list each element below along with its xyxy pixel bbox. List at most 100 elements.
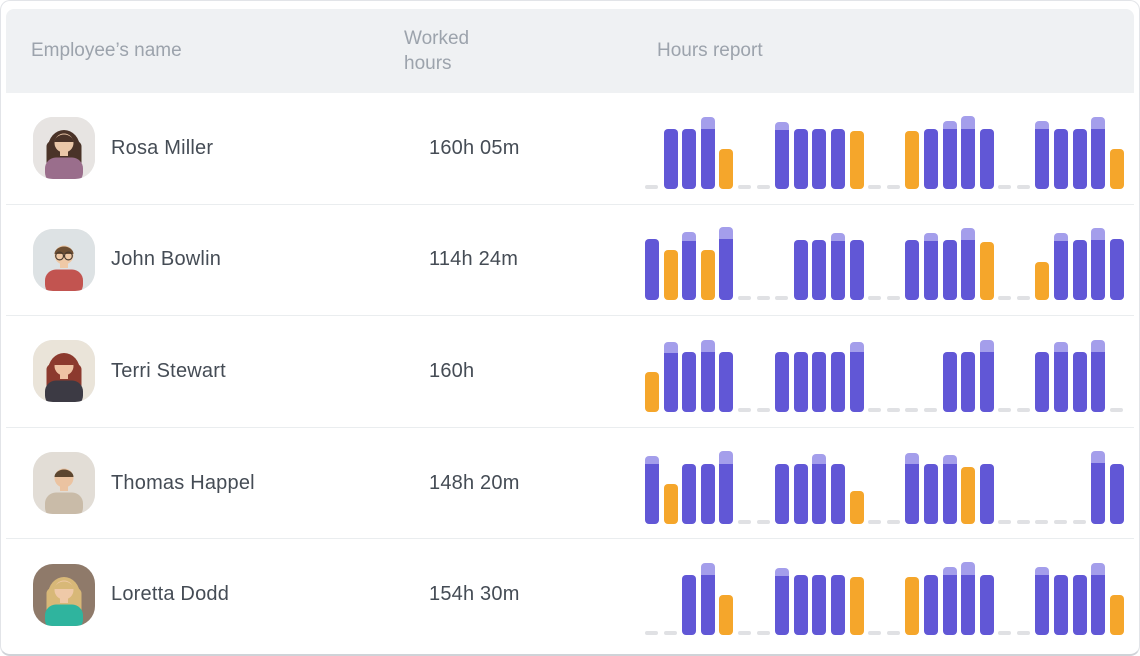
employee-avatar (33, 452, 95, 515)
overtime-cap (775, 568, 790, 577)
column-header-worked-hours-label: Worked hours (404, 27, 470, 74)
regular-hours-bar (793, 351, 808, 412)
regular-hours-bar (812, 128, 827, 189)
off-day-dash (737, 407, 751, 412)
hours-report-cell (644, 219, 1134, 301)
table-row[interactable]: Terri Stewart 160h (6, 315, 1134, 427)
off-day-dash (663, 631, 677, 636)
employee-avatar (33, 340, 95, 403)
regular-hours-bar (793, 575, 808, 636)
regular-hours-bar (775, 351, 790, 412)
regular-hours-bar (961, 228, 976, 301)
regular-hours-bar (682, 128, 697, 189)
off-day-dash (775, 296, 789, 301)
off-day-dash (1016, 407, 1030, 412)
column-header-hours-report-label: Hours report (657, 40, 763, 62)
regular-hours-bar (700, 116, 715, 189)
regular-hours-bar (812, 453, 827, 524)
table-row[interactable]: John Bowlin 114h 24m (6, 203, 1134, 316)
overtime-cap (1091, 563, 1106, 576)
off-day-dash (737, 296, 751, 301)
hours-report-chart (645, 339, 1134, 412)
regular-hours-bar (1054, 233, 1069, 301)
employee-avatar (33, 563, 95, 626)
hours-report-cell (644, 108, 1134, 189)
regular-hours-bar (979, 575, 994, 636)
employee-name-cell: Loretta Dodd (33, 563, 429, 626)
overtime-cap (719, 450, 734, 464)
regular-hours-bar (1072, 575, 1087, 636)
off-day-dash (1035, 519, 1049, 524)
regular-hours-bar (775, 121, 790, 189)
off-day-dash (923, 407, 937, 412)
off-day-dash (1016, 296, 1030, 301)
hours-report-chart (645, 450, 1134, 524)
regular-hours-bar (682, 463, 697, 524)
regular-hours-bar (663, 341, 678, 412)
regular-hours-bar (961, 351, 976, 412)
off-day-dash (886, 407, 900, 412)
regular-hours-bar (1054, 128, 1069, 189)
regular-hours-bar (830, 463, 845, 524)
off-day-dash (1016, 631, 1030, 636)
regular-hours-bar (923, 463, 938, 524)
regular-hours-bar (1091, 116, 1106, 189)
overtime-cap (849, 341, 864, 352)
overtime-cap (942, 120, 957, 129)
overtime-cap (1035, 567, 1050, 576)
regular-hours-bar (942, 567, 957, 636)
off-day-dash (886, 296, 900, 301)
column-header-employee-name-label: Employee’s name (31, 40, 182, 62)
regular-hours-bar (961, 115, 976, 189)
regular-hours-bar (1072, 240, 1087, 301)
off-day-dash (905, 407, 919, 412)
off-day-dash (868, 407, 882, 412)
off-day-dash (998, 184, 1012, 189)
worked-hours-value: 154h 30m (429, 583, 520, 606)
regular-hours-bar (1054, 575, 1069, 636)
regular-hours-bar (830, 233, 845, 301)
hours-report-cell (644, 443, 1134, 524)
table-header-row: Employee’s name Worked hours Hours repor… (6, 9, 1134, 93)
regular-hours-bar (849, 341, 864, 412)
irregular-hours-bar (700, 250, 715, 301)
off-day-dash (868, 519, 882, 524)
regular-hours-bar (682, 575, 697, 636)
off-day-dash (645, 631, 658, 636)
column-header-hours-report: Hours report (619, 38, 1134, 63)
employee-name-cell: Rosa Miller (33, 117, 429, 180)
table-row[interactable]: Rosa Miller 160h 05m (6, 93, 1134, 204)
off-day-dash (998, 407, 1012, 412)
off-day-dash (886, 184, 900, 189)
overtime-cap (700, 116, 715, 129)
regular-hours-bar (942, 454, 957, 524)
table-body: Rosa Miller 160h 05m John Bowlin 114h 24… (6, 93, 1134, 650)
overtime-cap (812, 453, 827, 464)
hours-report-chart (645, 562, 1134, 636)
off-day-dash (868, 296, 882, 301)
irregular-hours-bar (719, 595, 734, 636)
off-day-dash (1109, 407, 1123, 412)
table-row[interactable]: Thomas Happel 148h 20m (6, 426, 1134, 539)
overtime-cap (1091, 116, 1106, 129)
overtime-cap (961, 562, 976, 576)
regular-hours-bar (1035, 351, 1050, 412)
overtime-cap (961, 115, 976, 129)
off-day-dash (756, 296, 770, 301)
off-day-dash (737, 519, 751, 524)
worked-hours-value: 160h 05m (429, 136, 520, 159)
regular-hours-bar (942, 240, 957, 301)
off-day-dash (737, 184, 751, 189)
regular-hours-bar (942, 120, 957, 189)
regular-hours-bar (1035, 120, 1050, 189)
overtime-cap (1054, 341, 1069, 352)
overtime-cap (830, 233, 845, 242)
regular-hours-bar (719, 450, 734, 524)
regular-hours-bar (979, 128, 994, 189)
regular-hours-bar (849, 240, 864, 301)
regular-hours-bar (1091, 450, 1106, 524)
table-row[interactable]: Loretta Dodd 154h 30m (6, 538, 1134, 650)
overtime-cap (700, 339, 715, 352)
irregular-hours-bar (849, 130, 864, 189)
irregular-hours-bar (905, 577, 920, 636)
